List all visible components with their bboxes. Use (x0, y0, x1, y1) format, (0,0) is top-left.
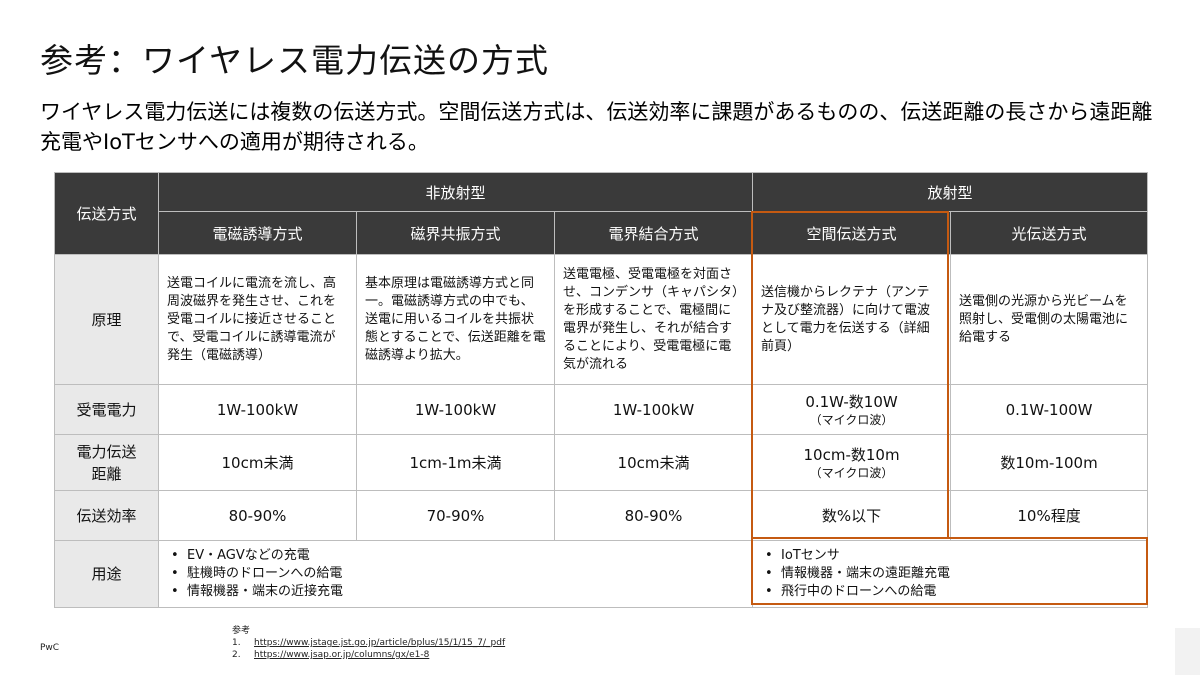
row-label-usage: 用途 (54, 540, 159, 608)
reference-link[interactable]: https://www.jsap.or.jp/columns/gx/e1-8 (254, 650, 430, 660)
corner-header: 伝送方式 (54, 172, 159, 255)
list-item: EV・AGVなどの充電 (171, 547, 746, 565)
method-header: 電磁誘導方式 (158, 211, 357, 255)
power-note: （マイクロ波） (809, 412, 894, 427)
distance-cell: 1cm-1m未満 (356, 434, 555, 491)
brand-label: PwC (40, 643, 60, 653)
power-cell: 0.1W-100W (950, 384, 1149, 435)
distance-cell: 数10m-100m (950, 434, 1149, 491)
reference-number: 2. (232, 650, 241, 660)
principle-cell: 基本原理は電磁誘導方式と同一。電磁誘導方式の中でも、送電に用いるコイルを共振状態… (356, 254, 555, 385)
row-label-power: 受電電力 (54, 384, 159, 435)
distance-cell: 10cm未満 (553, 434, 754, 491)
reference-item: 2. https://www.jsap.or.jp/columns/gx/e1-… (232, 649, 505, 661)
table-row: 原理 送電コイルに電流を流し、高周波磁界を発生させ、これを受電コイルに接近させる… (54, 254, 1149, 385)
distance-cell: 10cm未満 (158, 434, 357, 491)
list-item: IoTセンサ (765, 547, 1141, 565)
group-header-nonradiative: 非放射型 (157, 172, 754, 212)
row-label-efficiency: 伝送効率 (54, 490, 159, 541)
power-cell: 1W-100kW (553, 384, 754, 435)
power-value: 0.1W-数10W (805, 392, 898, 411)
method-header: 空間伝送方式 (752, 211, 952, 255)
principle-cell: 送信機からレクテナ（アンテナ及び整流器）に向けて電波として電力を伝送する（詳細前… (752, 254, 952, 385)
references: 参考 1. https://www.jstage.jst.go.jp/artic… (232, 625, 505, 661)
efficiency-cell: 70-90% (356, 490, 555, 541)
power-cell: 1W-100kW (356, 384, 555, 435)
efficiency-cell: 80-90% (158, 490, 357, 541)
comparison-table: 伝送方式 非放射型 放射型 電磁誘導方式 磁界共振方式 電界結合方式 空間伝送方… (54, 172, 1149, 608)
list-item: 飛行中のドローンへの給電 (765, 583, 1141, 601)
efficiency-cell: 80-90% (553, 490, 754, 541)
group-header-radiative: 放射型 (752, 172, 1149, 212)
efficiency-cell: 10%程度 (950, 490, 1149, 541)
row-label-distance: 電力伝送 距離 (54, 434, 159, 491)
list-item: 駐機時のドローンへの給電 (171, 565, 746, 583)
row-label-principle: 原理 (54, 254, 159, 385)
reference-link[interactable]: https://www.jstage.jst.go.jp/article/bpl… (254, 638, 506, 648)
distance-cell: 10cm-数10m （マイクロ波） (752, 434, 952, 491)
reference-item: 1. https://www.jstage.jst.go.jp/article/… (232, 637, 505, 649)
usage-nonradiative-cell: EV・AGVなどの充電 駐機時のドローンへの給電 情報機器・端末の近接充電 (157, 540, 754, 608)
power-cell: 0.1W-数10W （マイクロ波） (752, 384, 952, 435)
reference-number: 1. (232, 638, 241, 648)
efficiency-cell: 数%以下 (752, 490, 952, 541)
table-row: 伝送効率 80-90% 70-90% 80-90% 数%以下 10%程度 (54, 490, 1149, 541)
list-item: 情報機器・端末の遠距離充電 (765, 565, 1141, 583)
row-label-distance-line1: 電力伝送 (76, 442, 137, 461)
table-row: 受電電力 1W-100kW 1W-100kW 1W-100kW 0.1W-数10… (54, 384, 1149, 435)
table-row: 用途 EV・AGVなどの充電 駐機時のドローンへの給電 情報機器・端末の近接充電… (54, 540, 1149, 608)
corner-decoration (1175, 628, 1200, 675)
usage-radiative-cell: IoTセンサ 情報機器・端末の遠距離充電 飛行中のドローンへの給電 (752, 540, 1149, 608)
table-row: 電力伝送 距離 10cm未満 1cm-1m未満 10cm未満 10cm-数10m… (54, 434, 1149, 491)
list-item: 情報機器・端末の近接充電 (171, 583, 746, 601)
page-title: 参考：ワイヤレス電力伝送の方式 (40, 41, 550, 80)
principle-cell: 送電コイルに電流を流し、高周波磁界を発生させ、これを受電コイルに接近させることで… (158, 254, 357, 385)
distance-note: （マイクロ波） (809, 465, 894, 480)
power-cell: 1W-100kW (158, 384, 357, 435)
row-label-distance-line2: 距離 (91, 464, 122, 483)
page-subtitle: ワイヤレス電力伝送には複数の伝送方式。空間伝送方式は、伝送効率に課題があるものの… (40, 100, 1153, 154)
method-header: 磁界共振方式 (356, 211, 555, 255)
method-header: 電界結合方式 (553, 211, 754, 255)
references-heading: 参考 (232, 626, 251, 636)
principle-cell: 送電側の光源から光ビームを照射し、受電側の太陽電池に給電する (950, 254, 1149, 385)
principle-cell: 送電電極、受電電極を対面させ、コンデンサ（キャパシタ）を形成することで、電極間に… (553, 254, 754, 385)
distance-value: 10cm-数10m (803, 445, 900, 464)
method-header: 光伝送方式 (950, 211, 1149, 255)
